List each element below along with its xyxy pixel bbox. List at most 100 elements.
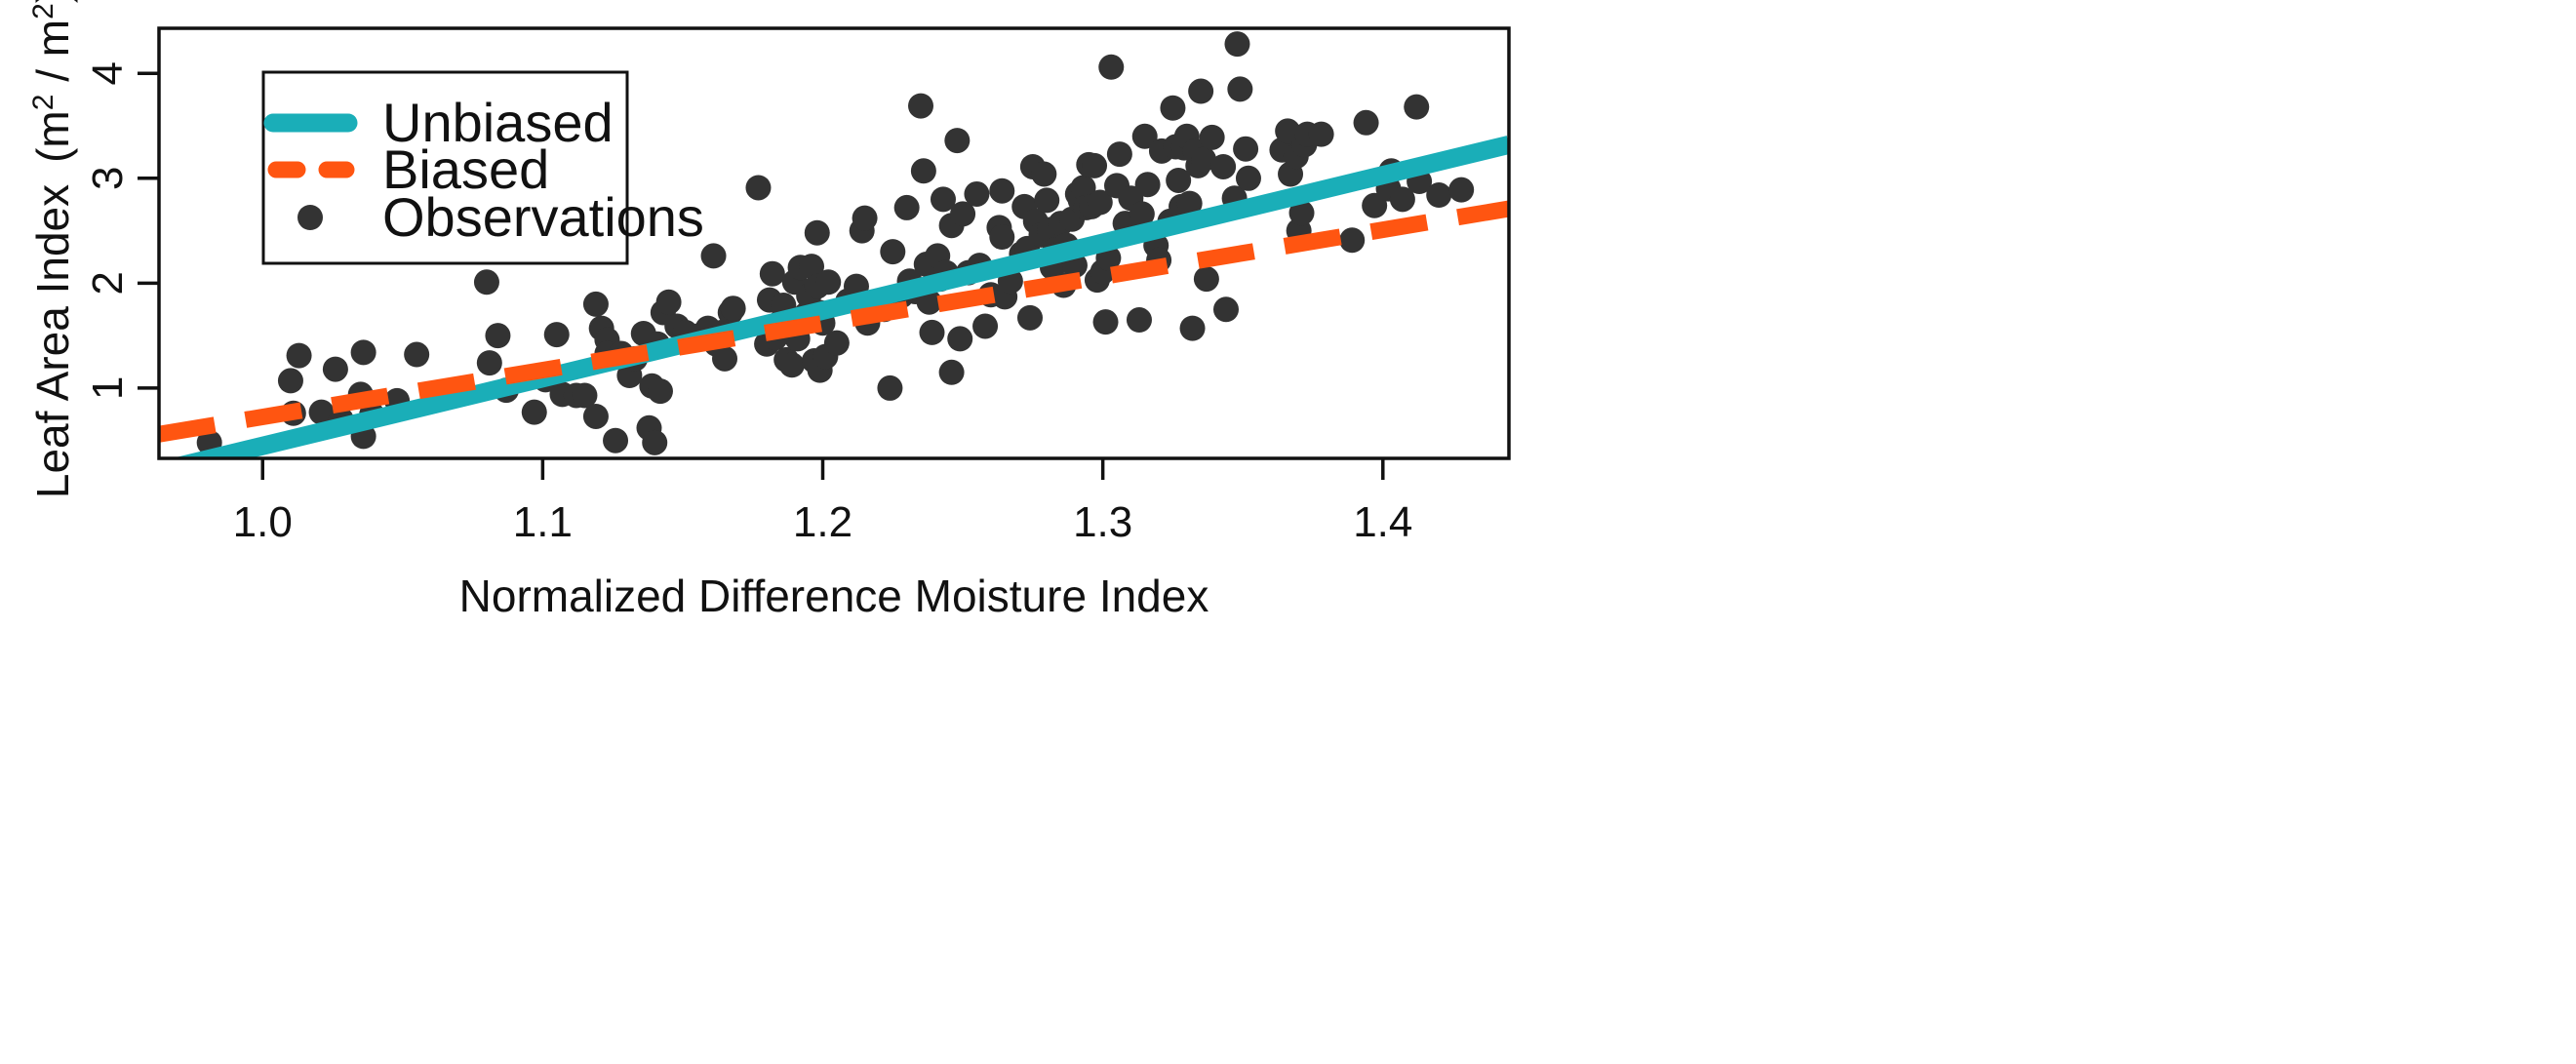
observation-point (1353, 109, 1379, 136)
observation-point (1134, 172, 1161, 198)
observation-point (910, 158, 936, 184)
observation-point (947, 326, 973, 352)
observation-point (893, 194, 920, 220)
observation-point (1235, 165, 1261, 191)
observation-point (603, 427, 629, 453)
observation-point (908, 93, 934, 119)
y-axis-title-main: Leaf Area Index (27, 184, 78, 498)
observation-point (745, 175, 772, 201)
observation-point (950, 201, 976, 227)
observation-point (799, 254, 825, 280)
observation-point (277, 368, 303, 394)
x-tick-label: 1.2 (793, 498, 852, 546)
x-axis: 1.0 1.1 1.2 1.3 1.4 (233, 458, 1412, 546)
legend-label: Unbiased (382, 92, 614, 153)
observation-point (1389, 186, 1415, 213)
observation-point (1224, 31, 1250, 58)
observation-point (930, 186, 956, 213)
observation-point (1070, 175, 1096, 201)
observation-point (473, 269, 499, 296)
plot-frame (157, 26, 1511, 460)
y-axis-unit-close: ) (27, 0, 78, 3)
observation-point (823, 330, 850, 356)
legend-label: Observations (382, 186, 704, 248)
observation-point (1087, 189, 1113, 216)
observation-point (852, 205, 878, 231)
biased-line (159, 200, 1509, 443)
y-axis-unit-exponent-1: 2 (27, 95, 59, 111)
observation-point (1160, 95, 1186, 121)
observation-point (572, 382, 598, 409)
observation-point (642, 429, 668, 455)
x-tick-label: 1.4 (1353, 498, 1412, 546)
unbiased-line (171, 136, 1509, 458)
x-axis-title: Normalized Difference Moisture Index (459, 571, 1209, 621)
observation-point (1016, 304, 1043, 331)
observation-point (1031, 161, 1057, 187)
observation-point (815, 269, 842, 296)
y-axis-unit-separator: / m (27, 20, 78, 95)
observation-point (1131, 123, 1158, 149)
observation-point (1448, 177, 1475, 203)
legend-label: Biased (382, 138, 549, 200)
observation-point (720, 296, 746, 322)
observation-point (804, 219, 830, 246)
x-tick-label: 1.1 (513, 498, 573, 546)
observation-point (543, 322, 570, 348)
observation-point (1179, 315, 1206, 341)
observation-point (1126, 307, 1152, 334)
observation-point (521, 399, 547, 425)
observation-point (989, 177, 1015, 204)
observation-point (1362, 192, 1388, 218)
observation-point (778, 352, 805, 378)
observation-point (1176, 190, 1203, 217)
observation-point (1426, 182, 1452, 209)
observation-point (1339, 227, 1366, 254)
observation-point (759, 260, 785, 287)
observation-point (1098, 54, 1125, 80)
observation-point (476, 350, 502, 376)
observation-point (1212, 296, 1239, 323)
observation-point (938, 359, 965, 385)
y-tick-label: 4 (84, 61, 132, 85)
y-tick-label: 3 (84, 167, 132, 190)
observation-point (972, 313, 999, 339)
observation-point (1404, 94, 1430, 120)
observation-point (286, 342, 312, 369)
observation-point (880, 239, 906, 265)
legend-swatch-observations (297, 205, 323, 230)
x-tick-label: 1.3 (1073, 498, 1132, 546)
observation-point (647, 378, 673, 405)
fit-lines-layer (159, 136, 1509, 458)
observation-point (655, 289, 682, 315)
observation-point (1034, 187, 1060, 214)
y-axis: 1 2 3 4 (84, 61, 159, 400)
observation-point (712, 345, 738, 372)
observation-point (1082, 152, 1108, 178)
observation-point (1129, 201, 1155, 227)
observation-point (1227, 76, 1253, 102)
x-tick-label: 1.0 (233, 498, 293, 546)
observation-point (1275, 118, 1301, 144)
observation-point (1188, 78, 1214, 104)
observation-point (582, 403, 609, 429)
y-tick-label: 1 (84, 376, 132, 400)
observation-point (322, 356, 348, 382)
observation-point (964, 180, 990, 207)
observation-point (919, 319, 945, 345)
observation-point (877, 374, 903, 401)
observation-point (989, 224, 1015, 251)
y-tick-label: 2 (84, 271, 132, 295)
observation-point (1308, 121, 1334, 147)
observation-point (308, 399, 335, 425)
observation-point (485, 323, 511, 349)
observation-point (1193, 266, 1219, 293)
observation-point (582, 291, 609, 317)
observation-point (1166, 167, 1192, 193)
y-axis-unit-exponent-2: 2 (27, 3, 59, 20)
observation-point (1199, 124, 1225, 150)
observation-point (1191, 146, 1217, 173)
